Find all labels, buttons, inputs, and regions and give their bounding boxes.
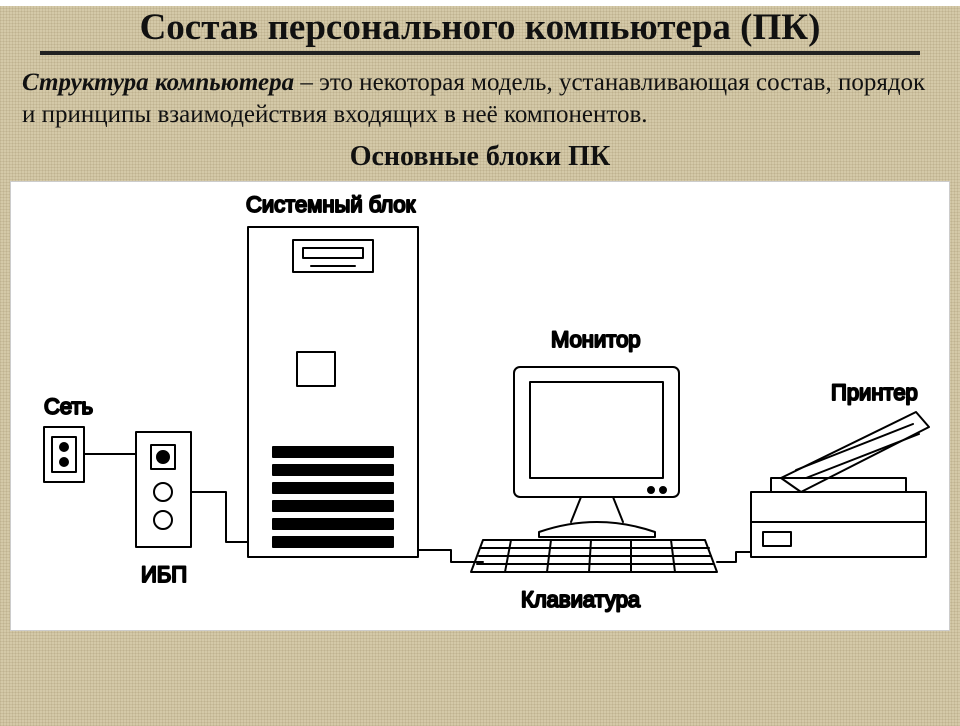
diagram-container: Сеть ИБП bbox=[10, 181, 950, 631]
label-system-unit: Системный блок bbox=[246, 192, 416, 217]
intro-term: Структура компьютера bbox=[22, 69, 294, 96]
page-title: Состав персонального компьютера (ПК) bbox=[40, 6, 920, 49]
keyboard-icon bbox=[471, 540, 717, 572]
label-monitor: Монитор bbox=[551, 327, 641, 352]
printer-icon bbox=[751, 412, 929, 557]
intro-paragraph: Структура компьютера – это некоторая мод… bbox=[22, 67, 938, 131]
outlet-icon bbox=[44, 427, 84, 482]
system-unit-icon bbox=[248, 227, 418, 557]
monitor-icon bbox=[514, 367, 679, 537]
label-network: Сеть bbox=[44, 394, 93, 419]
title-bar: Состав персонального компьютера (ПК) bbox=[40, 6, 920, 55]
label-ups: ИБП bbox=[141, 562, 187, 587]
label-printer: Принтер bbox=[831, 380, 918, 405]
pc-diagram: Сеть ИБП bbox=[11, 182, 950, 631]
subtitle: Основные блоки ПК bbox=[0, 141, 960, 173]
ups-icon bbox=[136, 432, 191, 547]
label-keyboard: Клавиатура bbox=[521, 587, 641, 612]
